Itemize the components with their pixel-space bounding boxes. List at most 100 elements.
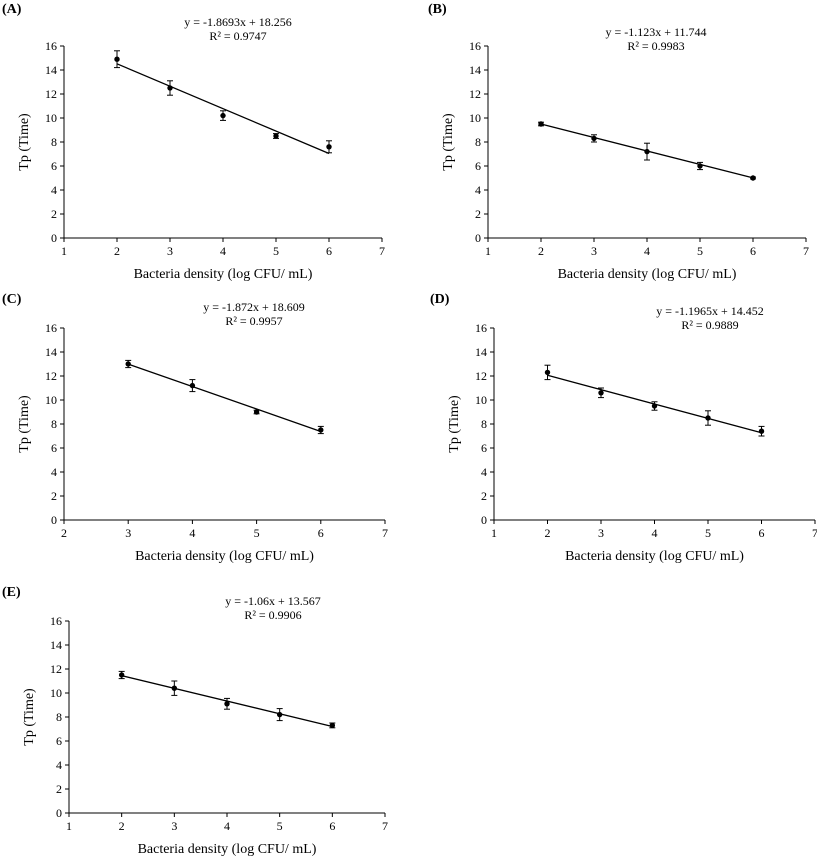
panel-5-label: (E) <box>2 585 21 600</box>
panel-1-y-tick-label: 4 <box>51 183 57 197</box>
panel-3-y-tick-label: 2 <box>51 489 57 503</box>
panel-1-y-tick-label: 10 <box>45 111 57 125</box>
panel-1-data-point <box>220 112 226 119</box>
panel-3-data-point <box>125 361 131 367</box>
panel-2-r-squared: R² = 0.9983 <box>627 39 684 53</box>
panel-1-x-tick-label: 6 <box>326 244 332 258</box>
panel-3-y-tick-label: 14 <box>45 345 57 359</box>
panel-4-label: (D) <box>430 292 450 307</box>
panel-4-y-axis-title: Tp (Time) <box>447 395 462 453</box>
panel-1-x-tick-label: 3 <box>167 244 173 258</box>
panel-1-trendline <box>116 63 330 155</box>
panel-5-y-tick-label: 4 <box>56 758 62 772</box>
panel-4-x-tick-label: 5 <box>705 526 711 540</box>
panel-5-equation: y = -1.06x + 13.567 <box>225 594 321 608</box>
panel-4-y-tick-label: 6 <box>481 441 487 455</box>
panel-3-y-axis-title: Tp (Time) <box>17 395 32 453</box>
panel-5-x-tick-label: 4 <box>224 819 230 833</box>
panel-5-x-tick-label: 1 <box>66 819 72 833</box>
panel-5-data-point <box>171 685 178 691</box>
panel-5-x-tick-label: 5 <box>277 819 283 833</box>
panel-4-data-point <box>544 369 551 376</box>
panel-3-y-tick-label: 10 <box>45 393 57 407</box>
panel-1-data-point <box>326 144 332 150</box>
panel-2-y-tick-label: 2 <box>475 207 481 221</box>
panel-2-x-tick-label: 6 <box>750 244 756 258</box>
panel-3-y-tick-label: 0 <box>51 513 57 527</box>
panel-5-data-point <box>118 672 125 678</box>
panel-2-data-point <box>591 135 597 142</box>
panel-1-y-tick-label: 0 <box>51 231 57 245</box>
panel-3-equation: y = -1.872x + 18.609 <box>203 300 305 314</box>
panel-4-r-squared: R² = 0.9889 <box>681 318 738 332</box>
panel-2-y-tick-label: 0 <box>475 231 481 245</box>
panel-1-y-tick-label: 6 <box>51 159 57 173</box>
panel-3-y-tick-label: 12 <box>45 369 57 383</box>
panel-2-data-point <box>644 148 650 155</box>
panel-4-equation: y = -1.1965x + 14.452 <box>656 304 764 318</box>
panel-5-y-tick-label: 2 <box>56 782 62 796</box>
panel-5-data-point <box>329 722 336 729</box>
panel-2-x-axis-title: Bacteria density (log CFU/ mL) <box>558 267 737 282</box>
panel-1-data-point <box>114 56 120 62</box>
panel-4-x-tick-label: 2 <box>545 526 551 540</box>
panel-2-equation: y = -1.123x + 11.744 <box>605 25 706 39</box>
panel-2-x-tick-label: 3 <box>591 244 597 258</box>
panel-3-x-tick-label: 7 <box>382 526 388 540</box>
panel-2-y-tick-label: 10 <box>469 111 481 125</box>
panel-1-r-squared: R² = 0.9747 <box>209 29 266 43</box>
panel-1-x-tick-label: 1 <box>61 244 67 258</box>
panel-5-y-tick-label: 0 <box>56 806 62 820</box>
panel-1-y-tick-label: 8 <box>51 135 57 149</box>
panel-4-x-axis-title: Bacteria density (log CFU/ mL) <box>565 549 744 564</box>
panel-3-y-tick-label: 16 <box>45 321 57 335</box>
panel-1-data-point <box>167 85 173 91</box>
panel-4-y-tick-label: 10 <box>475 393 487 407</box>
panel-4-data-point <box>598 390 604 396</box>
panel-2-data-point <box>750 175 756 181</box>
panel-2-y-tick-label: 4 <box>475 183 481 197</box>
panel-2-data-point <box>697 163 703 169</box>
panel-4-y-tick-label: 4 <box>481 465 487 479</box>
panel-3-r-squared: R² = 0.9957 <box>225 314 282 328</box>
panel-5-x-tick-label: 3 <box>171 819 177 833</box>
panel-4-y-tick-label: 0 <box>481 513 487 527</box>
panel-3-x-tick-label: 3 <box>125 526 131 540</box>
panel-2-x-tick-label: 5 <box>697 244 703 258</box>
panel-1-x-tick-label: 4 <box>220 244 226 258</box>
panel-4-x-tick-label: 7 <box>812 526 817 540</box>
panel-3-label: (C) <box>2 292 22 307</box>
panel-5-x-tick-label: 7 <box>382 819 388 833</box>
panel-2-x-tick-label: 1 <box>485 244 491 258</box>
panel-5-y-tick-label: 6 <box>56 734 62 748</box>
panel-1-y-axis-title: Tp (Time) <box>17 113 32 171</box>
panel-5-y-tick-label: 10 <box>50 686 62 700</box>
panel-2-y-tick-label: 12 <box>469 87 481 101</box>
panel-3-y-tick-label: 6 <box>51 441 57 455</box>
panel-4-data-point <box>705 415 711 421</box>
panel-4-y-tick-label: 16 <box>475 321 487 335</box>
panel-2-data-point <box>538 121 544 127</box>
panel-5-x-tick-label: 2 <box>119 819 125 833</box>
panel-3-x-tick-label: 4 <box>189 526 195 540</box>
panel-3-x-axis-title: Bacteria density (log CFU/ mL) <box>135 549 314 564</box>
panel-2-y-tick-label: 8 <box>475 135 481 149</box>
panel-5-y-axis-title: Tp (Time) <box>22 688 37 746</box>
panel-3-data-point <box>253 409 260 415</box>
panel-4-data-point <box>758 428 765 434</box>
panel-3-y-tick-label: 4 <box>51 465 57 479</box>
panel-2-x-tick-label: 4 <box>644 244 650 258</box>
panel-1-y-tick-label: 12 <box>45 87 57 101</box>
panel-3-x-tick-label: 2 <box>61 526 67 540</box>
panel-5-x-tick-label: 6 <box>329 819 335 833</box>
panel-1-label: (A) <box>2 2 22 17</box>
panel-3-x-tick-label: 6 <box>318 526 324 540</box>
panel-2-y-tick-label: 6 <box>475 159 481 173</box>
panel-1-x-tick-label: 7 <box>379 244 385 258</box>
panel-3-data-point <box>318 427 324 433</box>
panel-4-y-tick-label: 14 <box>475 345 487 359</box>
panel-5-data-point <box>224 701 230 707</box>
panel-2-y-axis-title: Tp (Time) <box>441 113 456 171</box>
